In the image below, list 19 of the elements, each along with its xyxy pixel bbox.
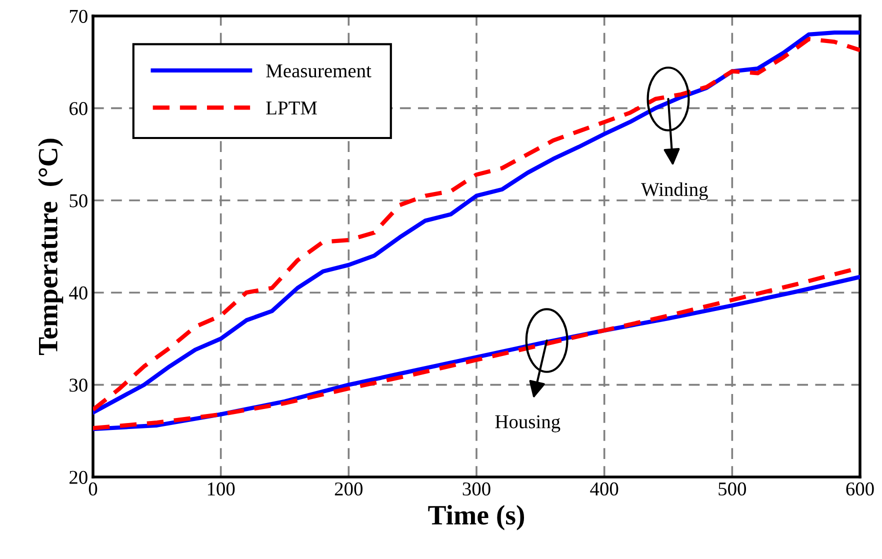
y-tick-label: 50 <box>70 194 88 208</box>
x-tick-label: 600 <box>846 482 874 496</box>
x-axis-title: Time (s) <box>428 505 524 530</box>
x-tick-label: 100 <box>208 482 235 496</box>
legend-label: Measurement <box>266 64 372 78</box>
y-axis-title: Temperature (°C) <box>38 138 64 356</box>
legend-label: LPTM <box>266 102 317 114</box>
x-tick-label: 200 <box>334 482 363 496</box>
annotation: Housing <box>495 415 560 432</box>
x-tick-label: 500 <box>718 482 746 496</box>
x-tick-label: 300 <box>462 482 490 496</box>
y-tick-label: 30 <box>70 378 88 392</box>
y-tick-label: 60 <box>70 102 88 116</box>
x-tick-label: 400 <box>590 482 618 496</box>
x-tick-label: 0 <box>88 482 98 496</box>
y-tick-label: 70 <box>70 10 88 23</box>
annotation: Winding <box>641 182 708 200</box>
y-tick-label: 40 <box>69 286 88 300</box>
y-tick-label: 20 <box>70 470 88 484</box>
